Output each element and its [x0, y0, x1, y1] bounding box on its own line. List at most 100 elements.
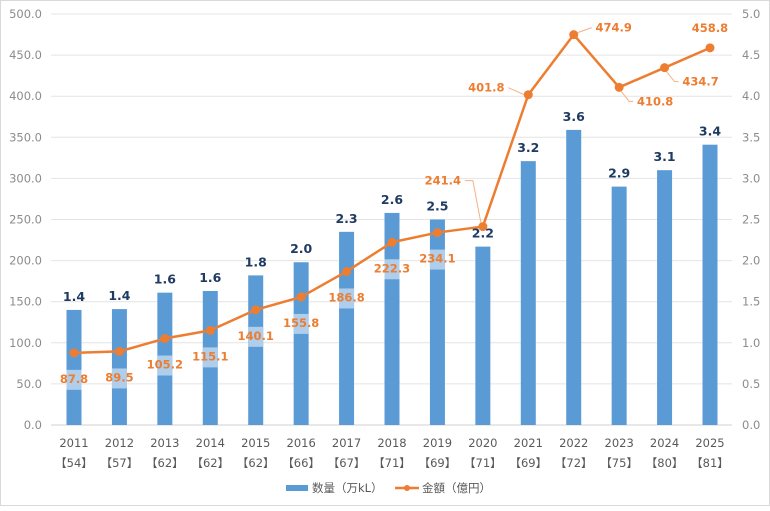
x-tick-label: 2019	[423, 436, 452, 450]
line-value-label: 474.9	[596, 21, 632, 35]
line-marker	[387, 237, 397, 247]
leader-line	[577, 27, 592, 34]
x-tick-label: 2016	[287, 436, 316, 450]
line-label-backgrounds	[66, 249, 445, 390]
bar	[611, 186, 627, 425]
line-data-labels: 87.8 89.5 105.2 115.1 140.1 155.8 186.8 222.3 23…	[60, 21, 728, 386]
x-tick-sublabel: 【62】	[237, 456, 275, 470]
legend-bar-swatch	[286, 485, 308, 491]
label-background	[202, 347, 218, 368]
line-marker	[569, 30, 579, 40]
x-tick-sublabel: 【66】	[282, 456, 320, 470]
label-background	[293, 313, 309, 334]
right-tick-label: 5.0	[742, 7, 760, 21]
line-marker	[160, 334, 170, 344]
label-background	[66, 369, 82, 390]
bar	[657, 170, 673, 425]
leader-line	[464, 180, 482, 223]
right-axis: 0.0 0.5 1.0 1.5 2.0 2.5 3.0 3.5 4.0 4.5 5.0	[742, 7, 760, 432]
bar-value-label: 1.6	[154, 272, 176, 287]
line-value-label: 105.2	[147, 358, 183, 372]
x-tick-label: 2012	[105, 436, 134, 450]
right-tick-label: 2.0	[742, 254, 760, 268]
x-tick-label: 2023	[605, 436, 634, 450]
bar	[293, 262, 309, 425]
bar-value-label: 3.1	[653, 149, 675, 164]
left-tick-label: 200.0	[9, 254, 42, 268]
line-marker	[296, 292, 306, 302]
x-tick-label: 2021	[514, 436, 543, 450]
x-tick-sublabel: 【57】	[101, 456, 139, 470]
line-marker	[432, 228, 442, 238]
bar	[566, 129, 582, 426]
x-tick-label: 2014	[196, 436, 225, 450]
left-axis: 0.0 50.0 100.0 150.0 200.0 250.0 300.0 350.0 400…	[9, 7, 42, 432]
bar-value-label: 1.6	[199, 270, 221, 285]
line-marker	[69, 348, 79, 358]
x-tick-label: 2017	[332, 436, 361, 450]
label-background	[429, 249, 445, 270]
left-tick-label: 350.0	[9, 130, 42, 144]
label-background	[157, 355, 173, 376]
bar	[111, 309, 127, 425]
line-value-label: 401.8	[468, 81, 504, 95]
x-tick-sublabel: 【80】	[646, 456, 684, 470]
right-tick-label: 1.5	[742, 295, 760, 309]
leader-line	[666, 71, 679, 83]
right-tick-label: 1.0	[742, 336, 760, 350]
legend-label-amount: 金額（億円）	[422, 481, 491, 495]
x-tick-sublabel: 【54】	[55, 456, 93, 470]
line-series	[69, 30, 715, 358]
x-axis: 2011 【54】 2012 【57】 2013 【62】 2014 【62】 2015 【62】…	[55, 436, 729, 470]
left-tick-label: 250.0	[9, 213, 42, 227]
bar-value-label: 2.3	[335, 211, 357, 226]
legend-line-marker	[404, 485, 410, 491]
x-tick-sublabel: 【62】	[191, 456, 229, 470]
label-background	[339, 288, 355, 309]
line-value-label: 89.5	[105, 370, 133, 384]
x-tick-sublabel: 【81】	[691, 456, 729, 470]
bar	[66, 309, 82, 425]
leader-line	[620, 91, 634, 102]
right-tick-label: 4.0	[742, 89, 760, 103]
x-tick-sublabel: 【62】	[146, 456, 184, 470]
line-value-label: 241.4	[425, 174, 461, 188]
right-tick-label: 3.5	[742, 130, 760, 144]
x-tick-label: 2018	[377, 436, 406, 450]
left-tick-label: 450.0	[9, 48, 42, 62]
line-value-label: 115.1	[192, 349, 228, 363]
line-value-label: 186.8	[328, 290, 364, 304]
right-tick-label: 2.5	[742, 213, 760, 227]
line-value-label: 410.8	[637, 94, 673, 108]
bar-value-label: 2.5	[426, 199, 448, 214]
bar	[475, 246, 491, 425]
right-tick-label: 0.0	[742, 418, 760, 432]
line-marker	[478, 222, 488, 232]
line-marker	[251, 305, 261, 315]
bar-value-label: 1.4	[63, 289, 85, 304]
line-marker	[660, 63, 670, 73]
line-value-label: 458.8	[692, 21, 728, 35]
x-tick-sublabel: 【71】	[464, 456, 502, 470]
right-tick-label: 3.0	[742, 171, 760, 185]
label-background	[248, 326, 264, 347]
x-tick-sublabel: 【72】	[555, 456, 593, 470]
x-tick-label: 2020	[468, 436, 497, 450]
label-background	[111, 368, 127, 389]
line-value-label: 222.3	[374, 261, 410, 275]
right-tick-label: 0.5	[742, 377, 760, 391]
bar-value-label: 3.2	[517, 140, 539, 155]
left-tick-label: 300.0	[9, 171, 42, 185]
x-tick-label: 2013	[150, 436, 179, 450]
line-marker	[205, 325, 215, 335]
line-value-label: 434.7	[682, 75, 718, 89]
x-tick-label: 2024	[650, 436, 679, 450]
leader-lines	[464, 27, 679, 223]
bar-value-label: 1.8	[245, 254, 267, 269]
x-tick-label: 2025	[695, 436, 724, 450]
left-tick-label: 500.0	[9, 7, 42, 21]
x-tick-sublabel: 【69】	[509, 456, 547, 470]
line-value-label: 140.1	[238, 329, 274, 343]
bar-value-label: 2.9	[608, 166, 630, 181]
